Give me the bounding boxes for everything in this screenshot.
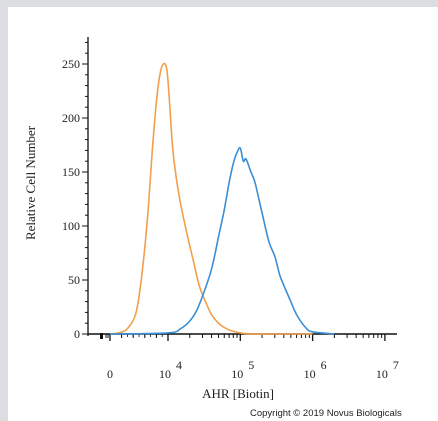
copyright-notice: Copyright © 2019 Novus Biologicals (250, 408, 402, 419)
y-tick-label: 0 (74, 327, 80, 341)
y-tick-label: 250 (62, 57, 80, 71)
tick-labels: 0 50 100 150 200 250 0 10 4 10 5 10 6 10 7 (62, 57, 399, 381)
series-2-curve (109, 147, 335, 335)
x-tick-exponent: 6 (321, 358, 327, 372)
zero-marker (100, 333, 103, 339)
x-tick-label: 0 (107, 367, 113, 381)
x-tick-label: 10 (376, 367, 388, 381)
x-tick-exponent: 7 (393, 358, 399, 372)
y-tick-label: 100 (62, 219, 80, 233)
y-tick-label: 150 (62, 165, 80, 179)
x-tick-label: 10 (231, 367, 243, 381)
x-tick-label: 10 (304, 367, 316, 381)
x-axis-label: AHR [Biotin] (202, 386, 274, 401)
axes (82, 37, 397, 341)
y-tick-label: 200 (62, 111, 80, 125)
flow-cytometry-histogram: 0 50 100 150 200 250 0 10 4 10 5 10 6 10 7 Relative Ce… (23, 37, 399, 401)
y-axis-label: Relative Cell Number (23, 125, 38, 240)
x-tick-label: 10 (159, 367, 171, 381)
x-tick-exponent: 5 (248, 358, 254, 372)
histogram-curves (109, 62, 335, 335)
series-1-curve (109, 62, 313, 335)
chart-panel: 0 50 100 150 200 250 0 10 4 10 5 10 6 10 7 Relative Ce… (8, 7, 438, 421)
y-tick-label: 50 (68, 273, 80, 287)
x-tick-exponent: 4 (176, 358, 182, 372)
